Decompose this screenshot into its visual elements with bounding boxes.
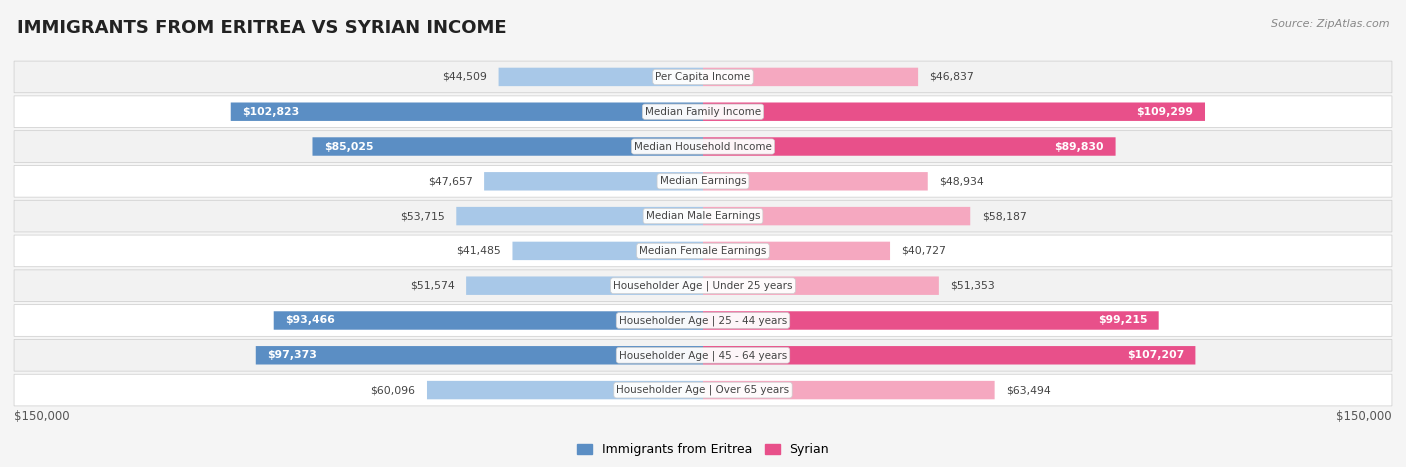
Text: $46,837: $46,837 <box>929 72 974 82</box>
FancyBboxPatch shape <box>14 200 1392 232</box>
FancyBboxPatch shape <box>14 270 1392 302</box>
FancyBboxPatch shape <box>312 137 703 156</box>
Text: $89,830: $89,830 <box>1054 142 1104 151</box>
FancyBboxPatch shape <box>703 102 1205 121</box>
Text: $51,353: $51,353 <box>950 281 995 290</box>
FancyBboxPatch shape <box>703 311 1159 330</box>
FancyBboxPatch shape <box>14 61 1392 93</box>
Text: $93,466: $93,466 <box>285 316 335 325</box>
FancyBboxPatch shape <box>274 311 703 330</box>
FancyBboxPatch shape <box>256 346 703 365</box>
Text: $63,494: $63,494 <box>1007 385 1050 395</box>
Text: $48,934: $48,934 <box>939 177 984 186</box>
Text: $44,509: $44,509 <box>443 72 486 82</box>
Text: Source: ZipAtlas.com: Source: ZipAtlas.com <box>1271 19 1389 28</box>
FancyBboxPatch shape <box>703 68 918 86</box>
FancyBboxPatch shape <box>703 137 1115 156</box>
FancyBboxPatch shape <box>14 340 1392 371</box>
FancyBboxPatch shape <box>703 381 994 399</box>
Text: $60,096: $60,096 <box>371 385 416 395</box>
Text: Median Female Earnings: Median Female Earnings <box>640 246 766 256</box>
Text: $58,187: $58,187 <box>981 211 1026 221</box>
Text: $109,299: $109,299 <box>1136 107 1194 117</box>
FancyBboxPatch shape <box>512 242 703 260</box>
Text: $40,727: $40,727 <box>901 246 946 256</box>
Text: $107,207: $107,207 <box>1126 350 1184 360</box>
FancyBboxPatch shape <box>484 172 703 191</box>
FancyBboxPatch shape <box>467 276 703 295</box>
Text: $150,000: $150,000 <box>1336 410 1392 423</box>
Text: Householder Age | 45 - 64 years: Householder Age | 45 - 64 years <box>619 350 787 361</box>
Text: Median Male Earnings: Median Male Earnings <box>645 211 761 221</box>
FancyBboxPatch shape <box>14 304 1392 336</box>
Legend: Immigrants from Eritrea, Syrian: Immigrants from Eritrea, Syrian <box>572 439 834 461</box>
FancyBboxPatch shape <box>703 172 928 191</box>
Text: Median Family Income: Median Family Income <box>645 107 761 117</box>
Text: Householder Age | Over 65 years: Householder Age | Over 65 years <box>616 385 790 396</box>
FancyBboxPatch shape <box>703 242 890 260</box>
FancyBboxPatch shape <box>427 381 703 399</box>
Text: $51,574: $51,574 <box>411 281 454 290</box>
FancyBboxPatch shape <box>14 131 1392 163</box>
Text: Householder Age | Under 25 years: Householder Age | Under 25 years <box>613 281 793 291</box>
FancyBboxPatch shape <box>14 96 1392 127</box>
FancyBboxPatch shape <box>703 207 970 225</box>
Text: IMMIGRANTS FROM ERITREA VS SYRIAN INCOME: IMMIGRANTS FROM ERITREA VS SYRIAN INCOME <box>17 19 506 37</box>
FancyBboxPatch shape <box>703 276 939 295</box>
FancyBboxPatch shape <box>14 235 1392 267</box>
Text: $102,823: $102,823 <box>242 107 299 117</box>
Text: Median Earnings: Median Earnings <box>659 177 747 186</box>
FancyBboxPatch shape <box>703 346 1195 365</box>
FancyBboxPatch shape <box>499 68 703 86</box>
Text: Per Capita Income: Per Capita Income <box>655 72 751 82</box>
Text: $97,373: $97,373 <box>267 350 318 360</box>
FancyBboxPatch shape <box>457 207 703 225</box>
Text: $41,485: $41,485 <box>456 246 501 256</box>
Text: Householder Age | 25 - 44 years: Householder Age | 25 - 44 years <box>619 315 787 326</box>
Text: $47,657: $47,657 <box>427 177 472 186</box>
FancyBboxPatch shape <box>14 165 1392 197</box>
Text: $85,025: $85,025 <box>323 142 374 151</box>
Text: $53,715: $53,715 <box>401 211 444 221</box>
Text: Median Household Income: Median Household Income <box>634 142 772 151</box>
FancyBboxPatch shape <box>14 374 1392 406</box>
FancyBboxPatch shape <box>231 102 703 121</box>
Text: $150,000: $150,000 <box>14 410 70 423</box>
Text: $99,215: $99,215 <box>1098 316 1147 325</box>
